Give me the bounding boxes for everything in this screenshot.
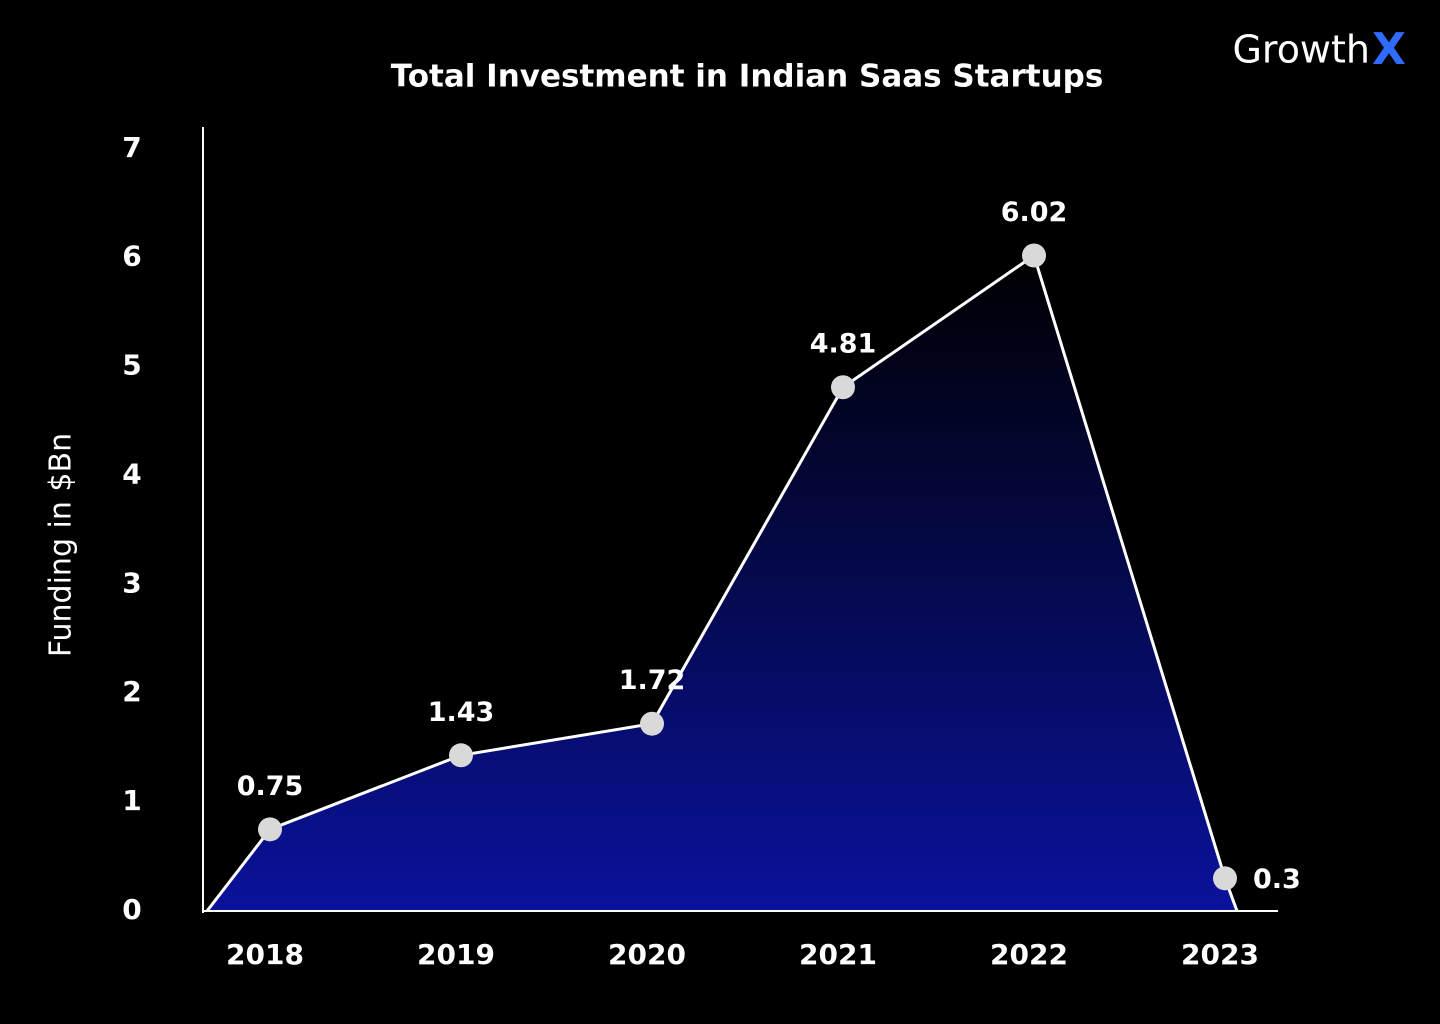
data-point bbox=[1022, 243, 1046, 268]
data-label: 6.02 bbox=[1001, 197, 1068, 228]
y-tick-label: 7 bbox=[122, 131, 141, 164]
x-tick-label: 2020 bbox=[608, 938, 686, 971]
y-tick-label: 3 bbox=[122, 566, 141, 599]
y-tick-label: 5 bbox=[122, 349, 141, 382]
x-tick-label: 2018 bbox=[226, 938, 304, 971]
data-point bbox=[258, 817, 282, 842]
y-tick-label: 1 bbox=[122, 784, 141, 817]
y-tick-label: 0 bbox=[122, 893, 141, 926]
data-point bbox=[449, 743, 473, 768]
x-tick-label: 2021 bbox=[799, 938, 877, 971]
line bbox=[269, 253, 1227, 879]
x-tick-label: 2022 bbox=[990, 938, 1068, 971]
y-tick-label: 6 bbox=[122, 240, 141, 273]
plot: 0.75 1.43 1.72 4.81 6.02 0.3 bbox=[205, 197, 1301, 912]
data-label: 0.75 bbox=[237, 771, 304, 802]
area-fill bbox=[207, 255, 1237, 911]
y-tick-label: 4 bbox=[122, 457, 141, 490]
data-point bbox=[831, 375, 855, 400]
data-label: 0.3 bbox=[1253, 864, 1301, 895]
chart-title: Total Investment in Indian Saas Startups bbox=[391, 59, 1104, 95]
data-label: 1.43 bbox=[428, 697, 495, 728]
y-tick-label: 2 bbox=[122, 675, 141, 708]
data-point bbox=[640, 711, 664, 736]
x-tick-label: 2019 bbox=[417, 938, 495, 971]
x-tick-label: 2023 bbox=[1181, 938, 1259, 971]
y-axis-label: Funding in $Bn bbox=[44, 433, 79, 657]
data-label: 1.72 bbox=[619, 665, 686, 696]
data-label: 4.81 bbox=[810, 329, 877, 360]
brand-mark: X bbox=[1372, 24, 1406, 75]
data-point bbox=[1213, 866, 1237, 891]
brand-name: Growth bbox=[1232, 28, 1370, 72]
